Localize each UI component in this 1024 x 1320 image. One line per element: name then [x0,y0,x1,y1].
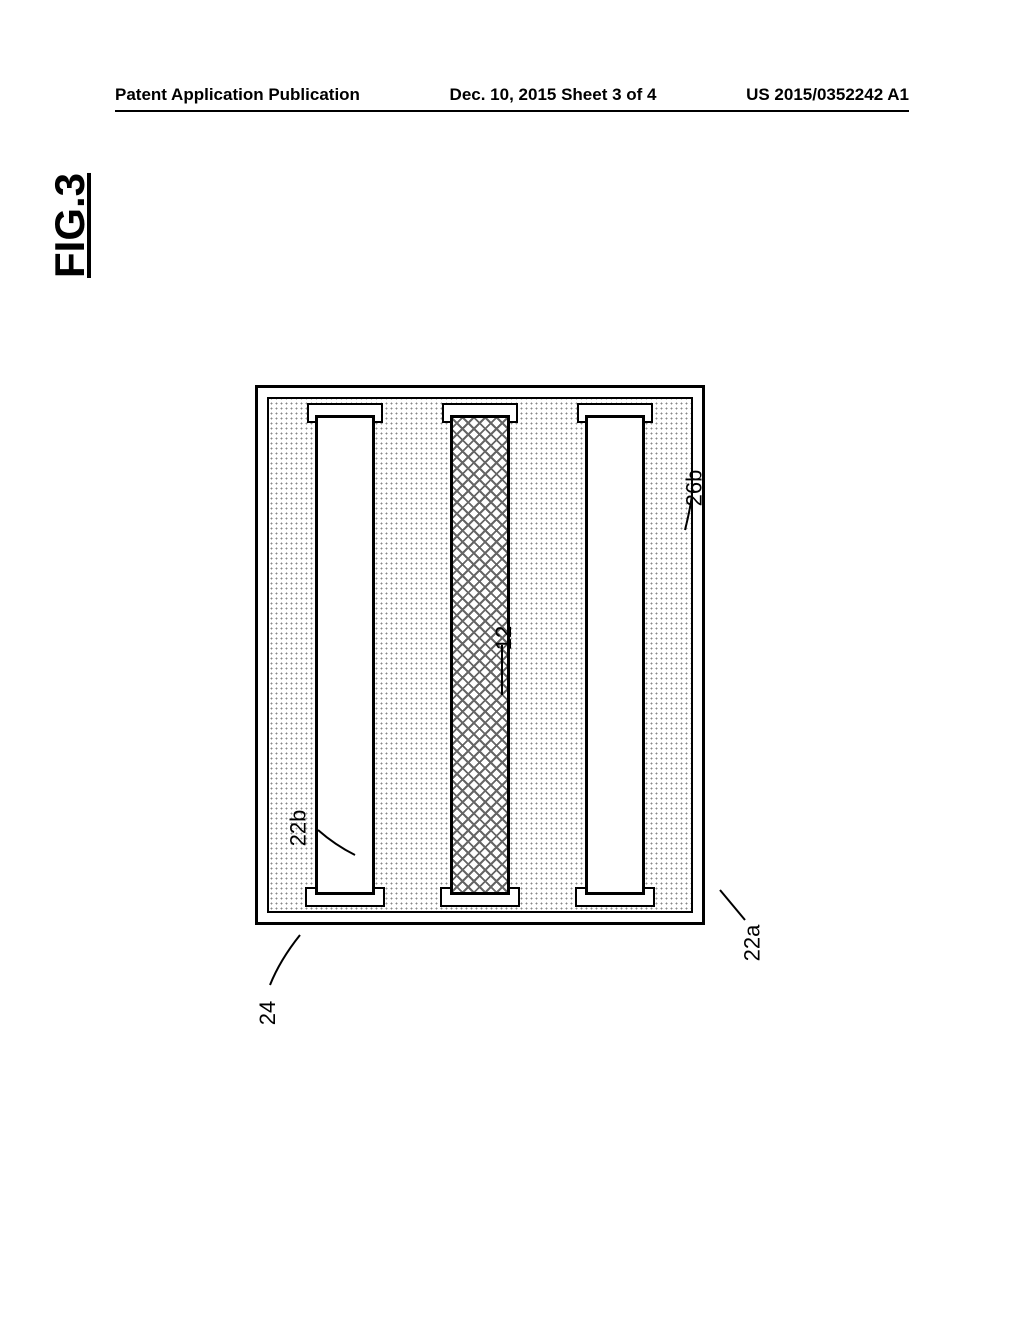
page-header: Patent Application Publication Dec. 10, … [0,85,1024,105]
label-12: 12 [491,626,517,650]
tube-22a [585,415,645,895]
label-24: 24 [255,1001,281,1025]
label-22a: 22a [739,925,765,962]
label-22b: 22b [285,810,311,847]
figure-title: FIG.3 [46,173,94,278]
tube-22b [315,415,375,895]
header-center: Dec. 10, 2015 Sheet 3 of 4 [450,85,657,105]
crosshatch-tube-24 [450,415,510,895]
label-26b: 26b [681,470,707,507]
header-left: Patent Application Publication [115,85,360,105]
header-separator [115,110,909,112]
header-right: US 2015/0352242 A1 [746,85,909,105]
diagram [255,385,705,925]
